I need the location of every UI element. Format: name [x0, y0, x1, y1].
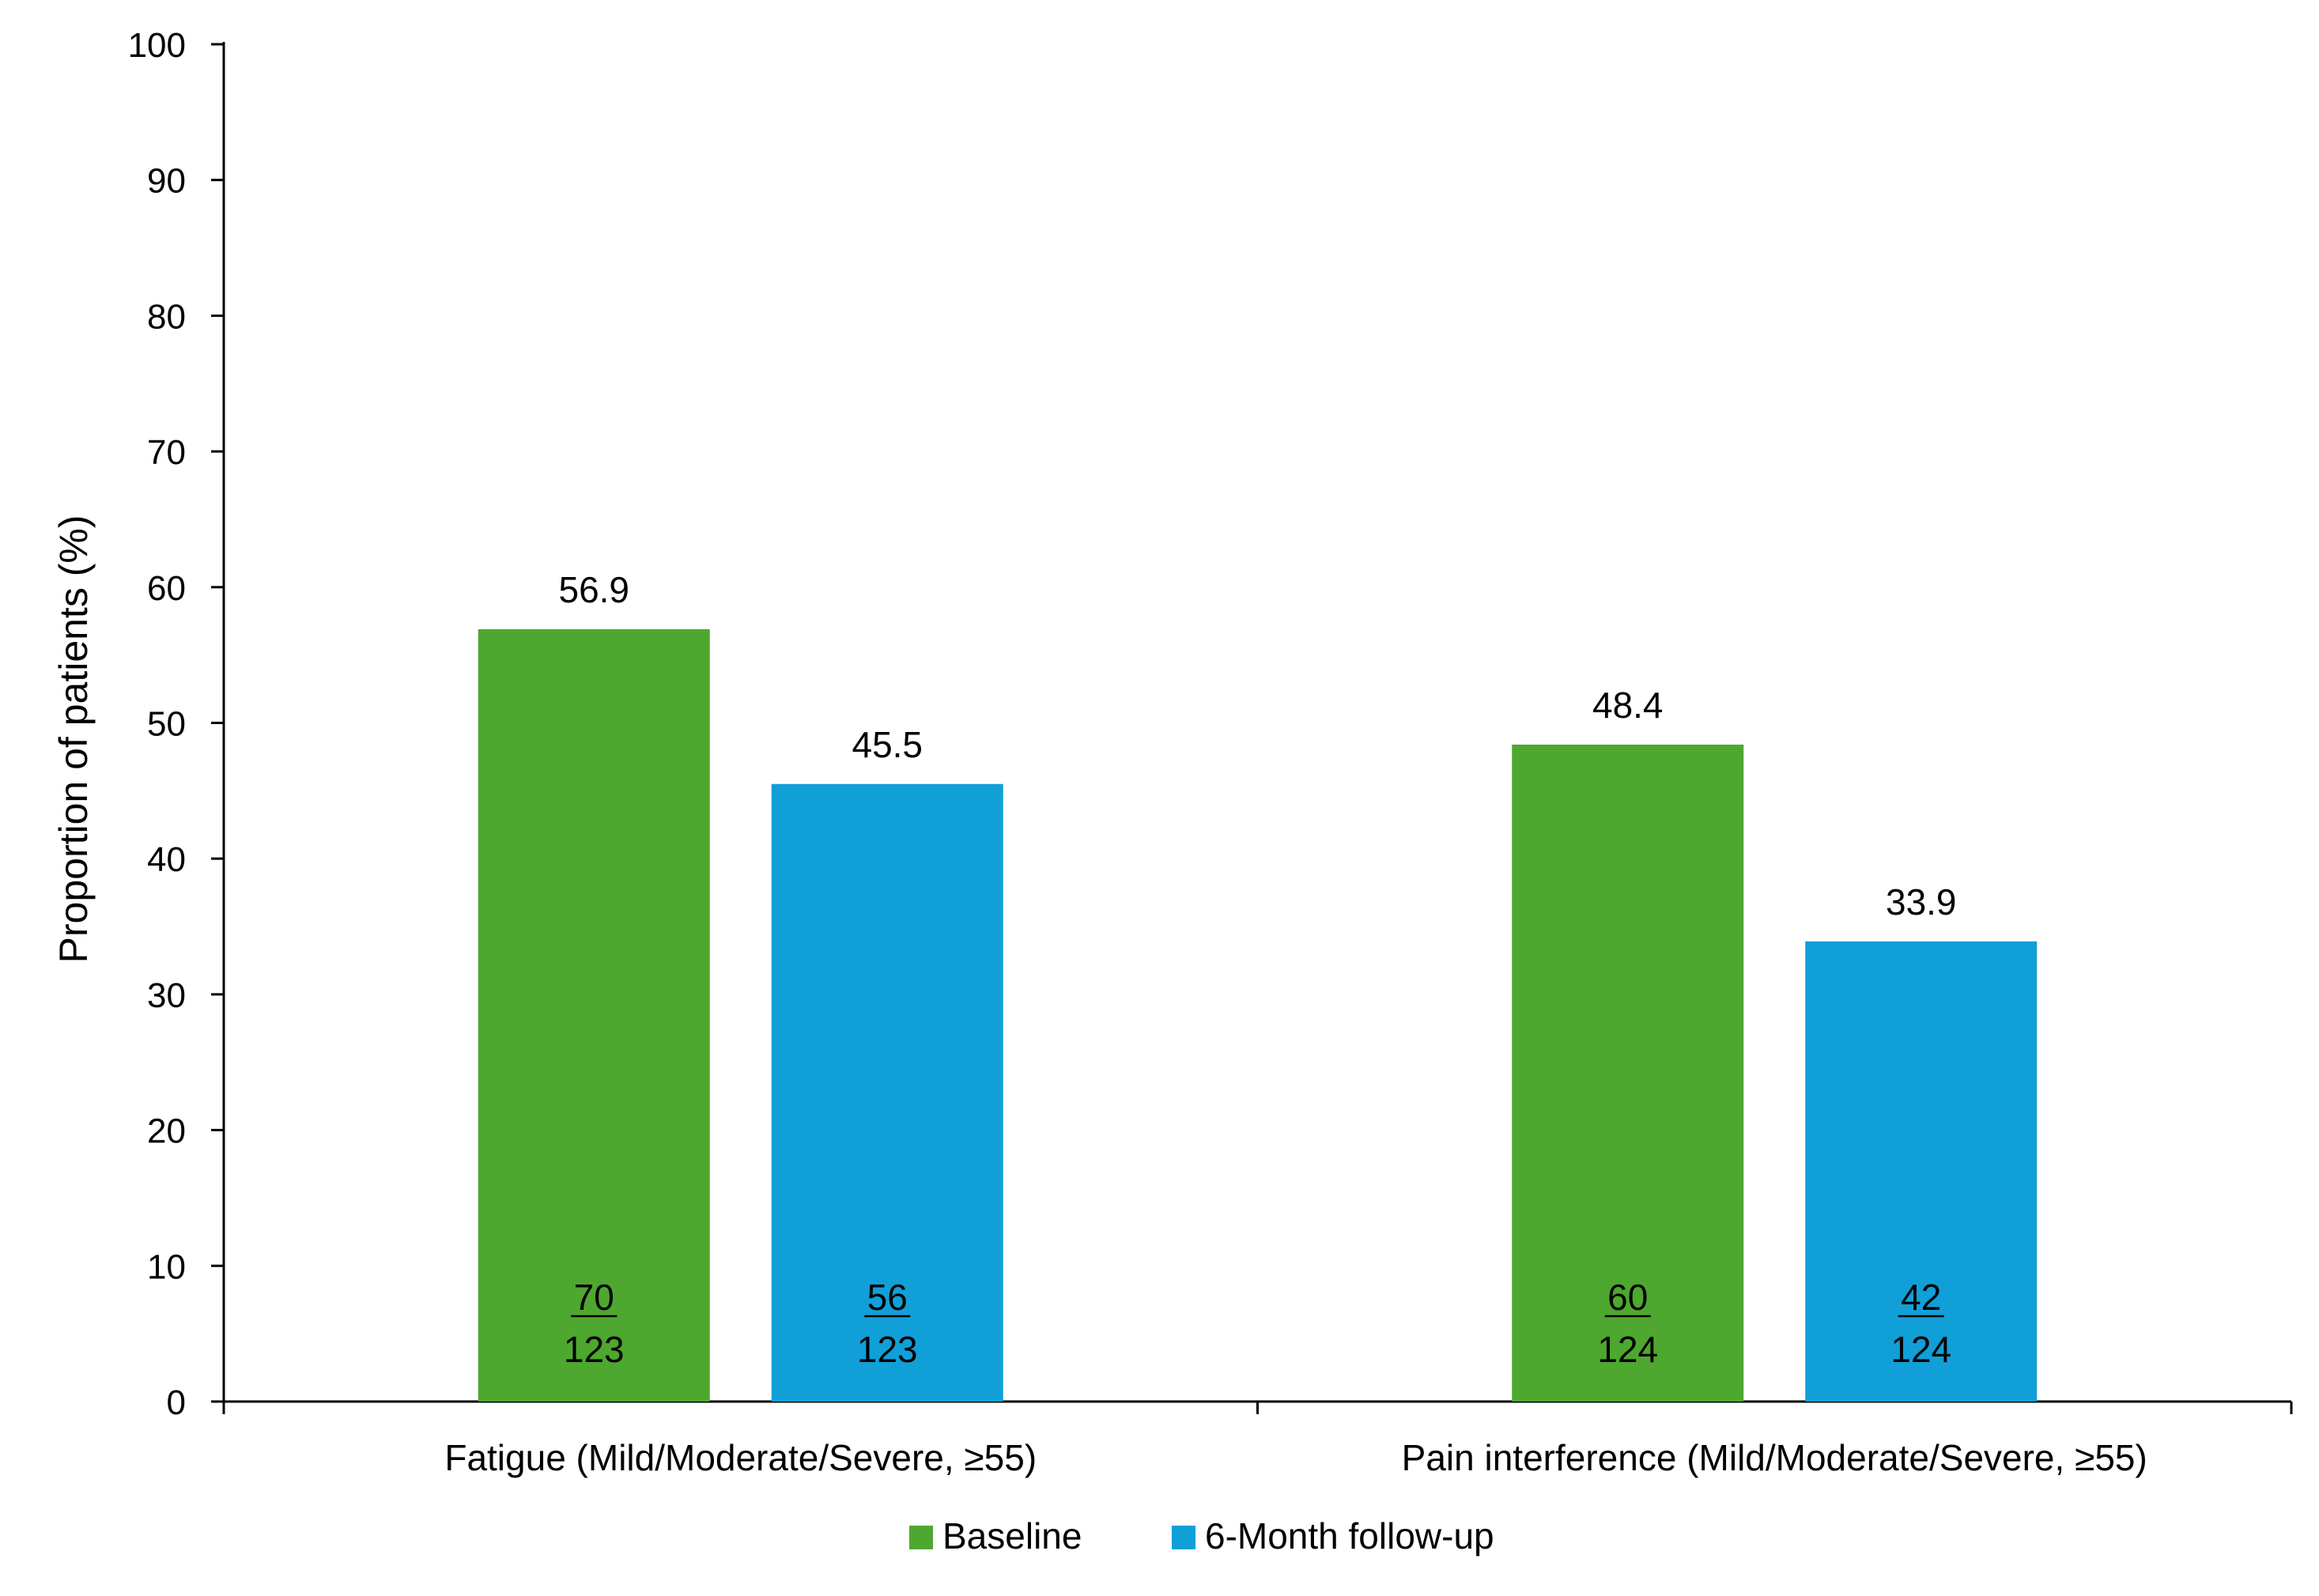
- bar-value-label: 48.4: [1592, 685, 1664, 726]
- y-tick-label: 10: [147, 1247, 186, 1286]
- bar-denominator-label: 124: [1597, 1329, 1658, 1370]
- x-category-label: Pain interference (Mild/Moderate/Severe,…: [1402, 1437, 2147, 1478]
- legend-label: Baseline: [942, 1515, 1082, 1556]
- y-tick-label: 80: [147, 297, 186, 336]
- bar-numerator-label: 42: [1901, 1277, 1941, 1318]
- y-tick-label: 30: [147, 976, 186, 1015]
- legend-swatch: [1172, 1526, 1195, 1549]
- y-tick-label: 20: [147, 1112, 186, 1151]
- bar-numerator-label: 56: [867, 1277, 908, 1318]
- y-tick-label: 0: [167, 1383, 186, 1422]
- y-tick-label: 40: [147, 840, 186, 879]
- y-axis-title: Proportion of patients (%): [51, 515, 96, 964]
- axes: 0 10 20 30 40 50 60 70 80 90 100 Fatigue (Mild/Mode…: [128, 26, 2293, 1478]
- bar: [1512, 744, 1744, 1402]
- bar-denominator-label: 123: [857, 1329, 918, 1370]
- x-category-label: Fatigue (Mild/Moderate/Severe, ≥55): [444, 1437, 1037, 1478]
- bars: [478, 629, 2038, 1402]
- bar-numerator-label: 70: [574, 1277, 614, 1318]
- bar: [771, 783, 1003, 1402]
- bar-numerator-label: 60: [1607, 1277, 1648, 1318]
- legend-swatch: [909, 1526, 933, 1549]
- bar-denominator-label: 123: [564, 1329, 625, 1370]
- y-tick-label: 90: [147, 162, 186, 201]
- y-tick-label: 60: [147, 569, 186, 608]
- bar-value-label: 45.5: [852, 724, 923, 765]
- bar-denominator-label: 124: [1890, 1329, 1951, 1370]
- y-tick-label: 50: [147, 705, 186, 744]
- y-tick-label: 100: [128, 26, 186, 65]
- legend-label: 6-Month follow-up: [1205, 1515, 1494, 1556]
- y-tick-label: 70: [147, 433, 186, 472]
- bar-value-label: 33.9: [1886, 881, 1957, 923]
- bar: [478, 629, 710, 1402]
- bar-labels: 56.9 70 123 45.5 56 123 48.4 60 124 33.9 42 124: [558, 569, 1956, 1370]
- bar: [1805, 941, 2038, 1402]
- legend: Baseline 6-Month follow-up: [909, 1515, 1494, 1556]
- bar-value-label: 56.9: [558, 569, 629, 610]
